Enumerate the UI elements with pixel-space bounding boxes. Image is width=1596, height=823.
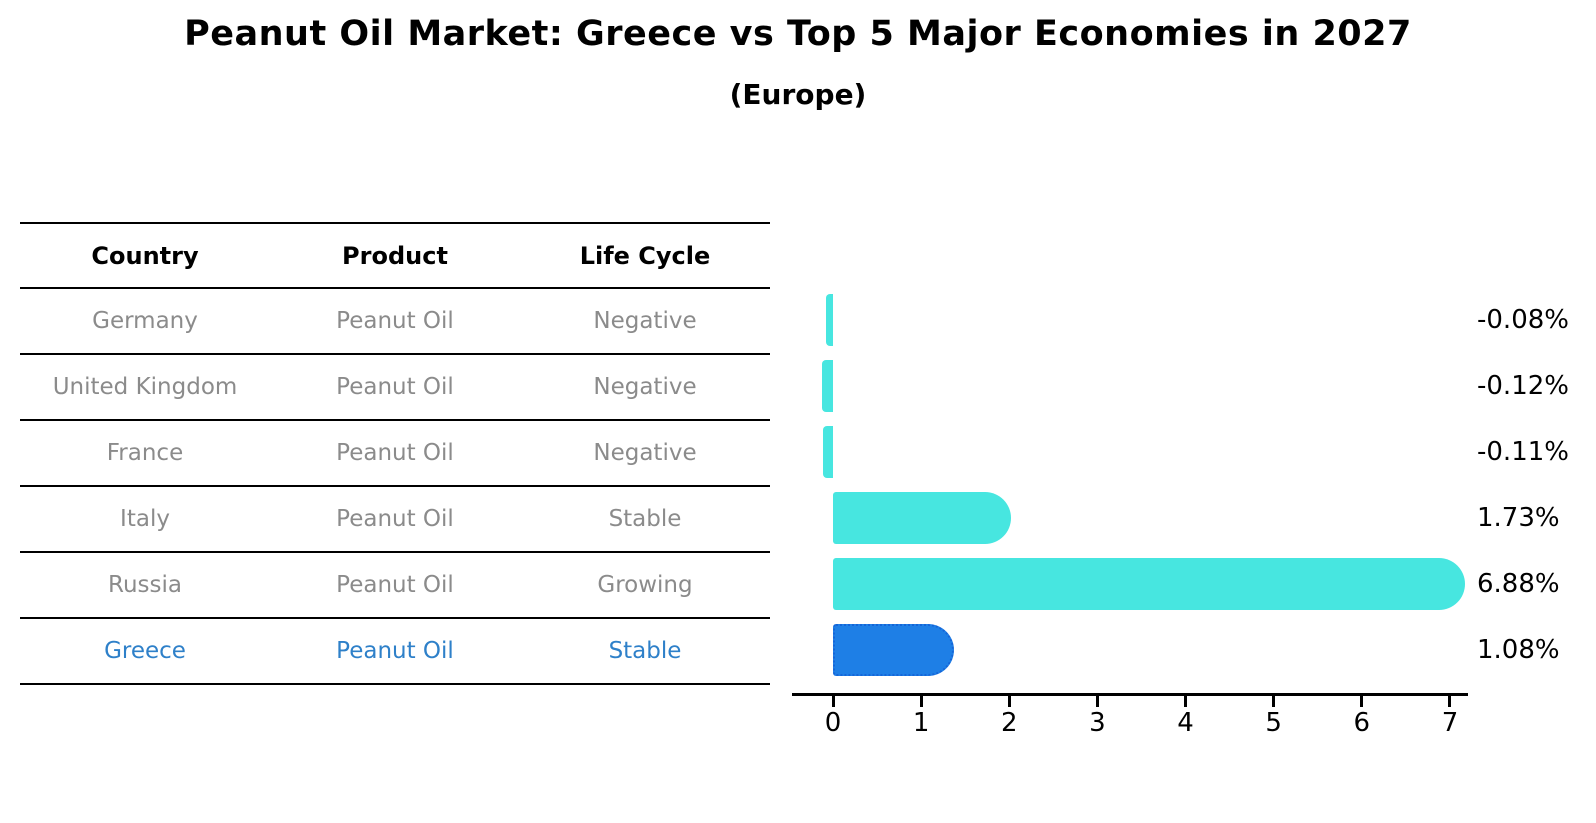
x-axis-tick-label: 3 xyxy=(1089,708,1106,738)
bar-value-label: 1.73% xyxy=(1477,503,1560,533)
x-axis-tick xyxy=(1448,696,1452,707)
table-cell-life-cycle: Negative xyxy=(593,374,697,400)
x-axis-tick xyxy=(1007,696,1011,707)
table-cell-product: Peanut Oil xyxy=(336,374,454,400)
bar-italy xyxy=(833,492,1012,544)
x-axis-tick-label: 1 xyxy=(912,708,930,738)
table-row: Russia Peanut Oil Growing xyxy=(20,551,770,617)
table-cell-country: Greece xyxy=(104,638,186,664)
table-cell-life-cycle: Negative xyxy=(593,308,697,334)
table-cell-product: Peanut Oil xyxy=(336,572,454,598)
bar-value-label: -0.08% xyxy=(1477,305,1569,335)
table-cell-life-cycle: Negative xyxy=(593,440,697,466)
chart-title: Peanut Oil Market: Greece vs Top 5 Major… xyxy=(184,14,1412,54)
table-cell-life-cycle: Growing xyxy=(597,572,693,598)
bar-russia xyxy=(833,558,1466,610)
table-header-row: Country Product Life Cycle xyxy=(20,222,770,287)
table-row: Greece Peanut Oil Stable xyxy=(20,617,770,685)
x-axis-tick-label: 7 xyxy=(1441,708,1459,738)
table-cell-country: United Kingdom xyxy=(52,374,238,400)
bar-france xyxy=(823,426,833,478)
x-axis-tick xyxy=(1095,696,1099,707)
table-cell-country: Russia xyxy=(108,572,182,598)
bar-value-label: 6.88% xyxy=(1477,569,1560,599)
x-axis-tick xyxy=(831,696,835,707)
bar-value-label: 1.08% xyxy=(1477,635,1560,665)
x-axis-tick-label: 2 xyxy=(1000,708,1018,738)
bar-value-label: -0.11% xyxy=(1477,437,1569,467)
table-cell-product: Peanut Oil xyxy=(336,638,454,664)
bar-value-label: -0.12% xyxy=(1477,371,1569,401)
x-axis-tick-label: 0 xyxy=(824,708,842,738)
table-cell-life-cycle: Stable xyxy=(608,638,682,664)
table-row: France Peanut Oil Negative xyxy=(20,419,770,485)
table-header-cell: Life Cycle xyxy=(579,241,711,270)
table-cell-country: France xyxy=(106,440,184,466)
table-row: Italy Peanut Oil Stable xyxy=(20,485,770,551)
table-header-cell: Country xyxy=(91,241,199,270)
x-axis-tick-label: 6 xyxy=(1353,708,1371,738)
table-cell-country: Italy xyxy=(120,506,170,532)
table-row: Germany Peanut Oil Negative xyxy=(20,287,770,353)
table-cell-country: Germany xyxy=(92,308,198,334)
bar-germany xyxy=(825,294,833,346)
comparison-table: Country Product Life Cycle Germany Peanut Oi… xyxy=(20,222,770,685)
table-row: United Kingdom Peanut Oil Negative xyxy=(20,353,770,419)
table-cell-life-cycle: Stable xyxy=(608,506,682,532)
bar-greece xyxy=(833,624,955,676)
x-axis-tick-label: 5 xyxy=(1265,708,1282,738)
x-axis-tick xyxy=(1184,696,1188,707)
chart-subtitle: (Europe) xyxy=(729,78,867,111)
table-cell-product: Peanut Oil xyxy=(336,506,454,532)
x-axis-tick xyxy=(919,696,923,707)
x-axis-tick xyxy=(1272,696,1276,707)
table-header-cell: Product xyxy=(342,241,448,270)
table-cell-product: Peanut Oil xyxy=(336,308,454,334)
table-cell-product: Peanut Oil xyxy=(336,440,454,466)
x-axis-tick xyxy=(1360,696,1364,707)
bar-united-kingdom xyxy=(822,360,833,412)
x-axis-line xyxy=(792,693,1468,696)
x-axis-tick-label: 4 xyxy=(1177,708,1194,738)
